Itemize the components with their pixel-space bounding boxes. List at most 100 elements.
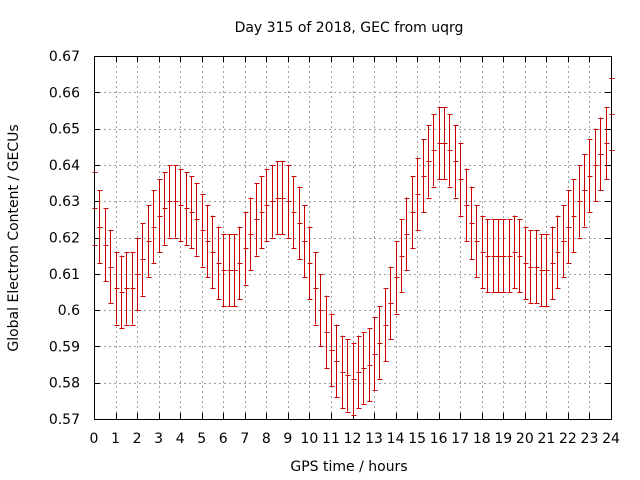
error-bar-point [496,219,502,293]
error-bar-point [566,190,572,264]
x-tick-label: 16 [430,431,448,447]
error-bar-point [469,186,475,260]
y-tick-labels: 0.57 0.58 0.59 0.6 0.61 0.62 0.63 0.64 0.65 0.66 0… [49,49,80,428]
x-tick-label: 22 [559,431,577,447]
error-bar-point [270,164,276,239]
y-tick-label: 0.62 [49,231,80,247]
error-bar-point [167,164,173,239]
error-bar-point [280,161,286,235]
error-bar-point [302,204,308,278]
error-bar-point [307,226,313,300]
error-bar-point [388,266,394,340]
error-bar-point [550,226,556,300]
x-tick-label: 19 [494,431,512,447]
x-tick-labels: 0 1 2 3 4 5 6 7 8 9 10 11 12 13 14 15 16 17 18 19 20 21 22 23 24 [90,431,620,447]
x-tick-label: 5 [197,431,206,447]
axis-ticks [94,56,612,420]
error-bar-point [480,215,486,289]
error-bar-point [577,164,583,239]
error-bar-point [555,215,561,289]
error-bar-point [135,237,141,311]
x-tick-label: 12 [344,431,362,447]
error-bar-point [216,226,222,300]
error-bar-point [415,157,421,231]
error-bar-point [582,154,588,228]
error-bar-point [421,139,427,213]
error-bar-point [474,204,480,278]
error-bar-point [604,106,610,180]
x-tick-label: 1 [111,431,120,447]
error-bar-point [286,164,292,239]
error-bar-point [194,183,200,257]
error-bar-point [399,219,405,293]
error-bar-point [173,164,179,239]
error-bar-point [426,124,432,199]
error-bar-point [544,233,550,307]
y-tick-label: 0.63 [49,194,80,210]
error-bar-point [103,208,109,282]
error-bar-point [383,288,389,362]
error-bar-point [534,230,540,304]
error-bar-point [205,204,211,278]
error-bar-point [114,252,120,326]
error-bar-point [184,172,190,246]
error-bar-point [410,175,416,249]
error-bar-point [151,190,157,264]
x-tick-label: 7 [240,431,249,447]
x-tick-label: 0 [90,431,99,447]
error-bar-point [162,172,168,246]
y-tick-label: 0.61 [49,267,80,283]
error-bar-point [259,175,265,249]
error-bar-point [275,161,281,235]
error-bar-point [146,204,152,278]
error-bar-point [313,252,319,326]
error-bar-point [372,317,378,391]
error-bar-point [124,252,130,326]
error-bar-point [97,190,103,264]
x-tick-label: 4 [176,431,185,447]
error-bar-point [227,233,233,307]
error-bar-point [458,143,464,217]
y-tick-label: 0.58 [49,376,80,392]
error-bar-point [221,233,227,307]
y-tick-label: 0.64 [49,158,80,174]
error-bar-point [485,219,491,293]
error-bar-point [437,106,443,180]
error-bar-point [318,273,324,347]
x-tick-label: 6 [219,431,228,447]
y-tick-label: 0.6 [58,303,80,319]
error-bar-point [119,255,125,329]
x-tick-label: 3 [154,431,163,447]
error-bar-point [442,106,448,180]
error-bar-point [248,197,254,271]
error-bar-point [394,241,400,315]
plot-frame [94,56,612,420]
error-bar-point [453,124,459,199]
error-bar-point [593,128,599,202]
x-tick-label: 21 [537,431,555,447]
error-bar-point [464,168,470,242]
error-bar-point [130,252,136,326]
y-tick-label: 0.59 [49,339,80,355]
error-bar-point [571,179,577,253]
x-tick-label: 15 [408,431,426,447]
y-tick-label: 0.67 [49,49,80,65]
error-bar-point [356,335,362,409]
grid-lines [94,56,611,419]
error-bar-point [539,233,545,307]
error-bar-point [340,335,346,409]
error-bar-point [210,215,216,289]
y-axis-label: Global Electron Content / GECUs [6,124,22,351]
error-bar-point [189,175,195,249]
x-axis-label: GPS time / hours [290,459,407,475]
error-bar-point [447,114,453,188]
error-bar-point [561,204,567,278]
error-bar-point [587,139,593,213]
x-tick-label: 10 [301,431,319,447]
error-bar-point [254,183,260,257]
error-bar-point [528,230,534,304]
x-tick-label: 13 [365,431,383,447]
error-bar-point [237,226,243,300]
x-tick-label: 8 [262,431,271,447]
